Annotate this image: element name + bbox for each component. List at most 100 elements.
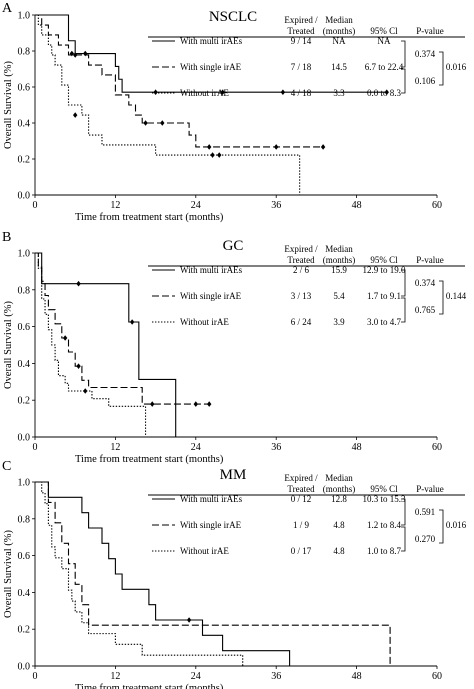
x-tick-label: 0 [33, 200, 38, 211]
x-tick-label: 48 [352, 200, 362, 211]
km-curve-series-1 [35, 252, 183, 438]
x-tick-label: 60 [432, 442, 442, 453]
p-bracket-overall [439, 509, 444, 544]
table-header-ci: 95% Cl [370, 484, 398, 494]
table-header-expired-line-1: Expired / [284, 244, 318, 254]
table-header-p: P-value [416, 484, 444, 494]
y-tick-label: 1.0 [18, 11, 31, 22]
legend-label: With multi irAEs [180, 494, 243, 504]
chart-title: NSCLC [209, 9, 257, 25]
table-header-median-line-1: Median [325, 15, 353, 25]
km-panel-c: C MM 0.0 0.2 0.4 0.6 0.8 1.0 0 12 24 36 48 60 Time fro… [2, 459, 467, 689]
x-axis-label: Time from treatment start (months) [75, 212, 224, 223]
km-curve-series-3 [35, 481, 250, 667]
table-cell-median: 5.4 [333, 291, 345, 301]
x-tick-label: 24 [191, 200, 201, 211]
censor-mark [76, 363, 81, 369]
y-tick-label: 0.4 [18, 588, 31, 599]
panel-letter: C [2, 459, 11, 474]
p-value-overall: 0.016 [446, 62, 467, 72]
y-tick-label: 0.0 [18, 662, 31, 673]
table-cell-expired: 2 / 6 [293, 265, 310, 275]
table-header-p: P-value [416, 26, 444, 36]
p-value-overall: 0.016 [446, 520, 467, 530]
table-cell-median: 3.9 [333, 317, 345, 327]
y-tick-label: 0.2 [18, 625, 31, 636]
y-tick-label: 0.6 [18, 322, 31, 333]
x-tick-label: 12 [110, 200, 120, 211]
legend-label: Without irAE [180, 546, 229, 556]
km-curve-series-1 [35, 481, 297, 667]
km-curve-series-2 [35, 481, 397, 667]
censor-mark [76, 280, 81, 287]
legend-label: With single irAE [180, 520, 242, 530]
table-cell-ci: 0.0 to 8.3 [367, 88, 402, 98]
table-header-median-line-2: (months) [323, 26, 356, 36]
table-header-expired-line-1: Expired / [284, 15, 318, 25]
table-cell-ci: 1.2 to 8.4 [367, 520, 402, 530]
table-header-median-line-2: (months) [323, 484, 356, 494]
p-value-pair-2: 0.765 [415, 305, 436, 315]
censor-mark [160, 120, 165, 126]
table-cell-ci: 10.3 to 15.3 [362, 494, 406, 504]
censor-mark [207, 401, 212, 407]
km-panel-b: B GC 0.0 0.2 0.4 0.6 0.8 1.0 0 12 24 36 48 60 Time fro… [2, 230, 467, 465]
table-header-median-line-1: Median [325, 473, 353, 483]
censor-mark [73, 52, 78, 58]
p-bracket-2 [401, 68, 406, 94]
censor-mark [280, 89, 286, 96]
censor-mark [207, 144, 212, 150]
chart-title: MM [220, 467, 247, 483]
y-tick-label: 0.2 [18, 155, 31, 166]
table-cell-expired: 9 / 14 [291, 36, 312, 46]
p-value-pair-1: 0.374 [415, 49, 436, 59]
x-tick-label: 12 [110, 671, 120, 682]
y-tick-label: 0.8 [18, 514, 31, 525]
km-curve-series-3 [35, 14, 307, 196]
x-tick-label: 0 [33, 671, 38, 682]
legend-label: With single irAE [180, 62, 242, 72]
censor-mark [83, 388, 88, 394]
censor-mark [129, 319, 135, 325]
table-cell-expired: 7 / 18 [291, 62, 312, 72]
y-axis-label: Overall Survival (%) [3, 300, 14, 389]
p-value-pair-1: 0.374 [415, 278, 436, 288]
y-tick-label: 0.2 [18, 396, 31, 407]
table-cell-expired: 6 / 24 [291, 317, 312, 327]
y-tick-label: 0.0 [18, 191, 31, 202]
y-tick-label: 0.6 [18, 551, 31, 562]
censor-mark [153, 89, 158, 96]
p-value-overall: 0.144 [446, 291, 467, 301]
table-header-median-line-2: (months) [323, 255, 356, 265]
p-bracket-2 [401, 526, 406, 552]
table-cell-ci: 1.7 to 9.1 [367, 291, 401, 301]
table-header-expired-line-2: Treated [287, 255, 315, 265]
censor-mark [62, 335, 68, 341]
x-tick-label: 60 [432, 671, 442, 682]
p-bracket-2 [401, 297, 406, 323]
table-header-ci: 95% Cl [370, 255, 398, 265]
censor-mark [210, 152, 215, 158]
x-tick-label: 36 [271, 200, 281, 211]
table-header-expired-line-1: Expired / [284, 473, 318, 483]
censor-mark [217, 152, 222, 158]
table-header-expired: Expired / Treated [284, 244, 318, 265]
table-header-expired: Expired / Treated [284, 473, 318, 494]
km-curve-series-2 [35, 252, 210, 405]
p-bracket-1 [401, 498, 406, 526]
y-tick-label: 1.0 [18, 478, 31, 489]
p-value-pair-2: 0.270 [415, 534, 436, 544]
table-cell-median: 15.9 [331, 265, 347, 275]
y-axis-label: Overall Survival (%) [3, 529, 14, 618]
table-cell-expired: 0 / 17 [291, 546, 312, 556]
y-tick-label: 0.8 [18, 47, 31, 58]
censor-mark [384, 89, 389, 96]
panel-letter: A [2, 1, 13, 16]
table-cell-median: 14.5 [331, 62, 347, 72]
table-header-expired-line-2: Treated [287, 26, 315, 36]
x-tick-label: 48 [352, 442, 362, 453]
p-bracket-overall [439, 280, 444, 315]
table-header-median: Median (months) [323, 15, 356, 36]
table-cell-expired: 4 / 18 [291, 88, 312, 98]
